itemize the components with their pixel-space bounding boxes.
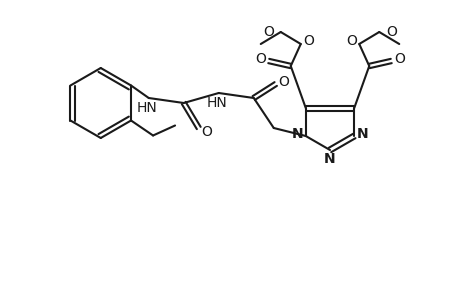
Text: O: O — [255, 52, 266, 66]
Text: O: O — [302, 34, 313, 48]
Text: HN: HN — [206, 96, 227, 110]
Text: O: O — [393, 52, 404, 66]
Text: O: O — [201, 125, 212, 139]
Text: N: N — [291, 127, 303, 141]
Text: HN: HN — [136, 101, 157, 115]
Text: O: O — [345, 34, 356, 48]
Text: N: N — [324, 152, 335, 166]
Text: O: O — [278, 75, 289, 89]
Text: O: O — [263, 25, 274, 39]
Text: O: O — [385, 25, 396, 39]
Text: N: N — [356, 127, 367, 141]
